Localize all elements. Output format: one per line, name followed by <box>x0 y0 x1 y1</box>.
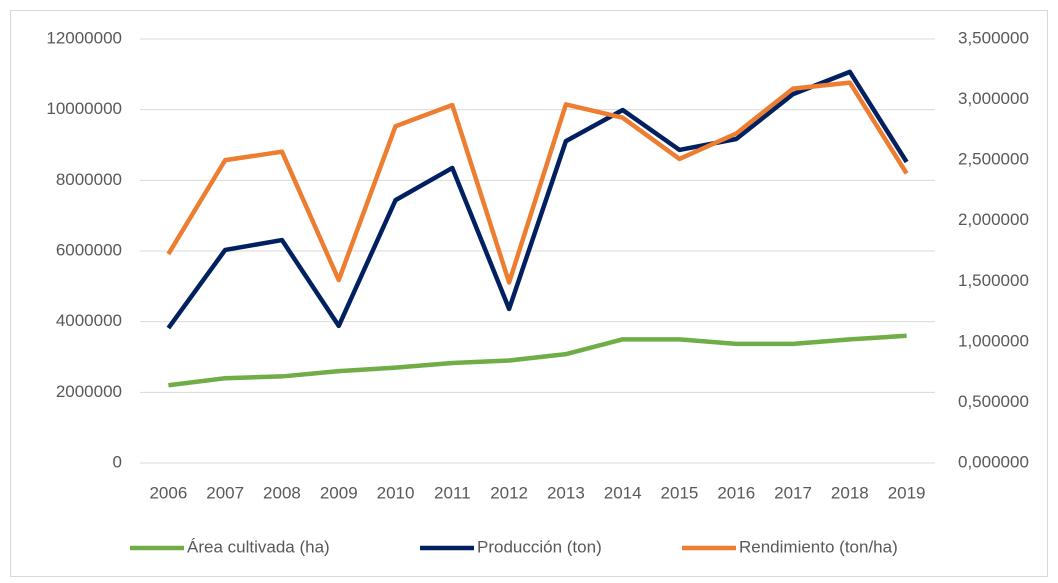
x-tick-label: 2019 <box>888 483 926 502</box>
y2-tick-label: 0,500000 <box>958 392 1029 411</box>
y2-tick-label: 2,500000 <box>958 150 1029 169</box>
x-tick-label: 2011 <box>434 483 471 502</box>
x-tick-label: 2018 <box>831 483 869 502</box>
y2-tick-label: 1,500000 <box>958 271 1029 290</box>
y-tick-label: 12000000 <box>46 28 122 47</box>
x-tick-label: 2017 <box>774 483 812 502</box>
legend-label: Rendimiento (ton/ha) <box>739 537 898 556</box>
y2-tick-label: 3,500000 <box>958 28 1029 47</box>
x-tick-label: 2012 <box>490 483 528 502</box>
x-tick-label: 2014 <box>604 483 642 502</box>
x-tick-label: 2016 <box>717 483 755 502</box>
series-line <box>166 69 909 330</box>
y2-tick-label: 3,000000 <box>958 89 1029 108</box>
y-tick-label: 4000000 <box>56 311 122 330</box>
x-tick-label: 2007 <box>206 483 244 502</box>
x-tick-label: 2010 <box>377 483 415 502</box>
y2-tick-label: 1,000000 <box>958 331 1029 350</box>
x-tick-label: 2006 <box>149 483 187 502</box>
x-tick-label: 2008 <box>263 483 301 502</box>
y-tick-label: 8000000 <box>56 170 122 189</box>
x-tick-label: 2015 <box>661 483 699 502</box>
series-line <box>166 80 909 285</box>
y2-tick-label: 0,000000 <box>958 452 1029 471</box>
x-tick-label: 2009 <box>320 483 358 502</box>
series-line <box>168 333 907 388</box>
y-tick-label: 10000000 <box>46 99 122 118</box>
legend-label: Área cultivada (ha) <box>187 537 330 556</box>
y-tick-label: 2000000 <box>56 382 122 401</box>
chart-frame <box>10 10 1048 577</box>
x-tick-label: 2013 <box>547 483 585 502</box>
y-tick-label: 6000000 <box>56 240 122 259</box>
legend-label: Producción (ton) <box>477 537 602 556</box>
y2-tick-label: 2,000000 <box>958 210 1029 229</box>
y-tick-label: 0 <box>113 452 122 471</box>
